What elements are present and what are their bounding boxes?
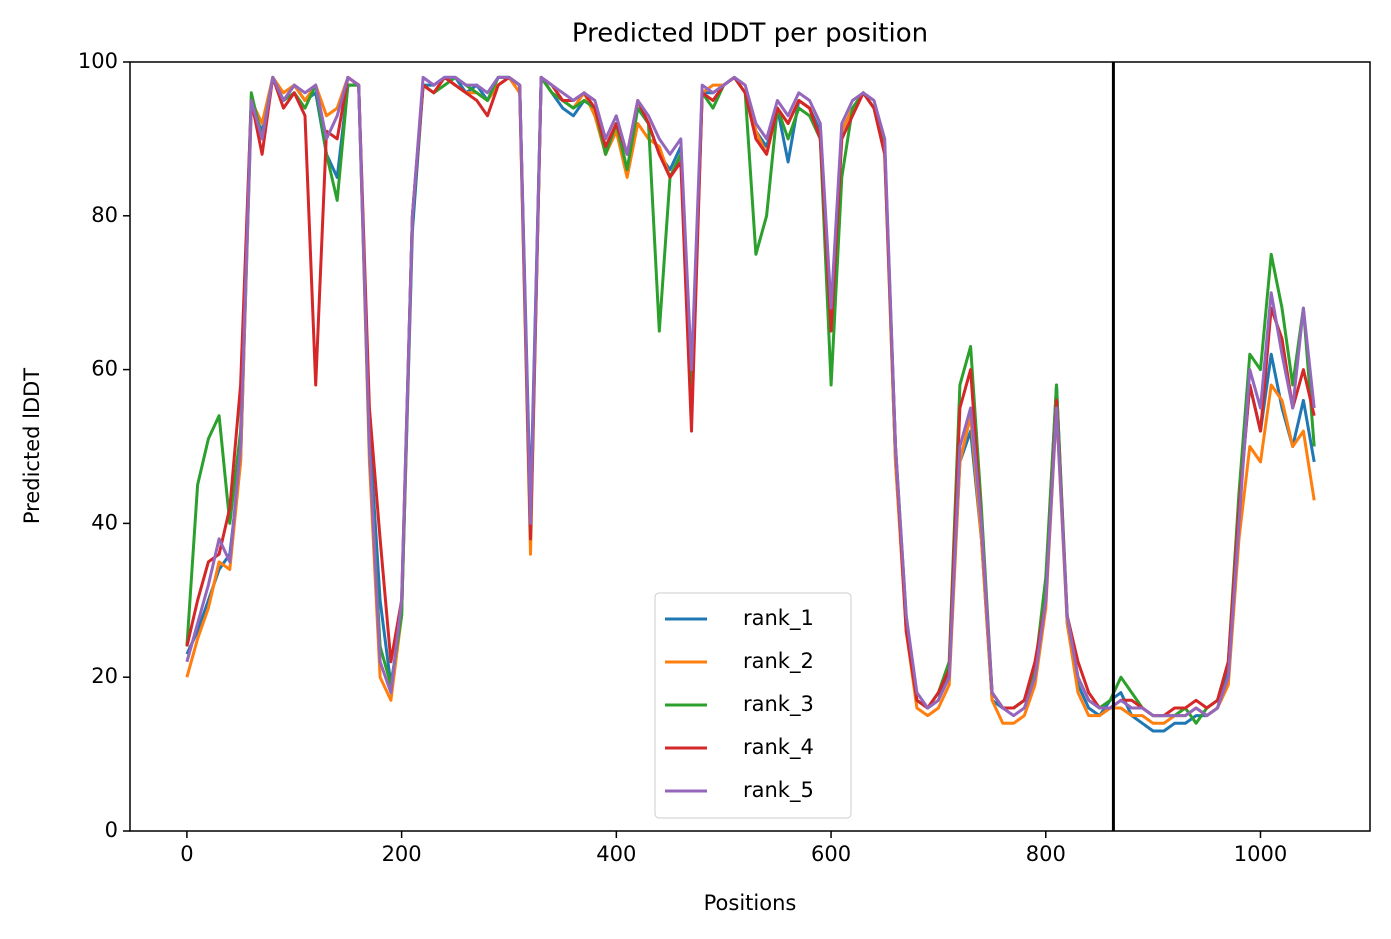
- legend: rank_1 rank_2 rank_3 rank_4 rank_5: [654, 592, 852, 819]
- x-tick-label: 0: [180, 842, 193, 866]
- x-tick-label: 400: [596, 842, 636, 866]
- plot-frame: [129, 61, 1371, 832]
- legend-label: rank_1: [743, 606, 814, 631]
- y-tick-label: 40: [91, 510, 118, 534]
- x-tick-label: 600: [811, 842, 851, 866]
- y-tick-label: 80: [91, 203, 118, 227]
- y-tick-label: 100: [78, 49, 118, 73]
- chart-title: Predicted lDDT per position: [572, 19, 928, 49]
- x-axis-label: Positions: [704, 891, 797, 915]
- legend-label: rank_2: [743, 649, 814, 674]
- x-tick-label: 1000: [1234, 842, 1287, 866]
- legend-label: rank_3: [743, 692, 814, 717]
- y-tick-label: 20: [91, 664, 118, 688]
- legend-box: [654, 592, 852, 819]
- legend-label: rank_4: [743, 735, 814, 760]
- x-tick-label: 200: [382, 842, 422, 866]
- y-tick-label: 60: [91, 357, 118, 381]
- series-line: [185, 75, 1316, 718]
- legend-label: rank_5: [743, 778, 814, 803]
- x-tick-label: 800: [1026, 842, 1066, 866]
- y-tick-label: 0: [105, 818, 118, 842]
- y-axis-label: Predicted lDDT: [20, 368, 44, 524]
- series-line: [185, 75, 1316, 718]
